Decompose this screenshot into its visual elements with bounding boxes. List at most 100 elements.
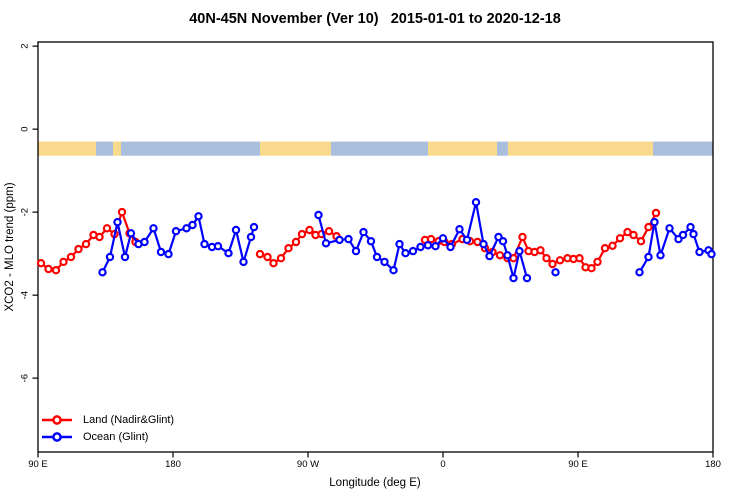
ocean-data-point bbox=[194, 212, 203, 221]
map-band-ocean-segment bbox=[653, 141, 713, 156]
ocean-data-point bbox=[423, 241, 433, 250]
map-band-land-segment bbox=[113, 141, 121, 156]
land-data-point bbox=[81, 239, 91, 249]
land-data-point bbox=[305, 225, 314, 235]
ocean-data-point bbox=[515, 246, 524, 256]
ocean-data-point bbox=[485, 251, 494, 261]
map-band-land-segment bbox=[507, 141, 654, 156]
ocean-data-point bbox=[105, 252, 115, 262]
ocean-data-point bbox=[551, 268, 560, 277]
ocean-data-point bbox=[479, 239, 488, 249]
ocean-data-point bbox=[249, 222, 259, 232]
ocean-data-point bbox=[416, 242, 425, 252]
land-data-point bbox=[59, 257, 68, 267]
ocean-data-point bbox=[471, 197, 481, 207]
ocean-data-point bbox=[372, 252, 382, 262]
map-band-ocean-segment bbox=[330, 141, 429, 156]
y-axis-label: XCO2 - MLO trend (ppm) bbox=[4, 182, 16, 311]
x-tick-label: 180 bbox=[165, 459, 181, 470]
ocean-data-point bbox=[635, 268, 644, 277]
land-data-point bbox=[600, 243, 610, 253]
ocean-data-point bbox=[239, 257, 248, 267]
ocean-data-point bbox=[522, 273, 532, 283]
ocean-data-point bbox=[351, 246, 361, 256]
x-tick-label: 90 E bbox=[568, 459, 588, 470]
land-data-point bbox=[66, 252, 76, 262]
ocean-data-point bbox=[213, 241, 223, 251]
ocean-data-point bbox=[246, 232, 256, 242]
map-band-ocean-segment bbox=[96, 141, 114, 156]
ocean-data-point bbox=[113, 217, 122, 227]
ocean-data-point bbox=[335, 235, 344, 245]
ocean-data-point bbox=[395, 239, 404, 249]
ocean-data-point bbox=[359, 227, 368, 237]
land-data-point bbox=[495, 251, 505, 260]
map-band-ocean-segment bbox=[497, 141, 508, 156]
map-band-land-segment bbox=[428, 141, 497, 156]
land-data-point bbox=[263, 252, 272, 262]
y-tick-label: -2 bbox=[20, 208, 31, 216]
ocean-data-point bbox=[686, 222, 695, 232]
map-band-land-segment bbox=[38, 141, 96, 156]
ocean-data-point bbox=[164, 249, 173, 259]
ocean-data-point bbox=[98, 268, 107, 277]
ocean-data-point bbox=[344, 234, 353, 244]
land-data-point bbox=[95, 232, 104, 242]
x-tick-label: 180 bbox=[705, 459, 721, 470]
ocean-data-point bbox=[380, 257, 389, 267]
land-data-point bbox=[518, 232, 527, 242]
ocean-data-point bbox=[689, 229, 698, 239]
land-data-point bbox=[587, 264, 596, 273]
land-data-point bbox=[44, 264, 53, 274]
land-data-point bbox=[651, 208, 661, 218]
ocean-data-point bbox=[314, 210, 323, 220]
ocean-data-point bbox=[498, 236, 508, 246]
ocean-data-point bbox=[389, 266, 398, 275]
ocean-data-point bbox=[224, 248, 233, 258]
ocean-data-point bbox=[431, 241, 440, 251]
ocean-data-point bbox=[140, 237, 149, 247]
ocean-data-point bbox=[678, 230, 688, 240]
ocean-data-point bbox=[650, 217, 659, 227]
land-data-point bbox=[36, 259, 46, 268]
y-tick-label: 2 bbox=[20, 44, 31, 49]
y-tick-label: -4 bbox=[20, 291, 31, 299]
ocean-data-point bbox=[401, 248, 410, 258]
land-data-point bbox=[615, 234, 625, 243]
land-data-point bbox=[575, 254, 584, 263]
land-series-marker-icon bbox=[42, 414, 72, 425]
land-data-point bbox=[102, 224, 112, 233]
y-tick-label: -6 bbox=[20, 374, 31, 382]
ocean-data-point bbox=[408, 246, 418, 256]
ocean-data-point bbox=[707, 249, 716, 259]
ocean-data-point bbox=[321, 239, 331, 248]
land-data-point bbox=[291, 237, 301, 247]
land-data-point bbox=[51, 266, 61, 275]
ocean-data-point bbox=[503, 251, 512, 260]
ocean-data-point bbox=[188, 220, 197, 230]
x-tick-label: 0 bbox=[440, 459, 445, 470]
x-tick-label: 90 W bbox=[297, 459, 319, 470]
land-data-point bbox=[426, 234, 436, 244]
ocean-data-point bbox=[695, 247, 704, 257]
land-data-point bbox=[269, 259, 278, 268]
legend-label-ocean: Ocean (Glint) bbox=[83, 430, 149, 443]
land-data-point bbox=[536, 246, 545, 255]
y-tick-label: 0 bbox=[20, 126, 31, 131]
land-data-point bbox=[608, 241, 617, 250]
chart-title: 40N-45N November (Ver 10) 2015-01-01 to … bbox=[189, 11, 561, 27]
land-data-point bbox=[636, 236, 646, 246]
ocean-data-point bbox=[149, 224, 158, 233]
ocean-data-point bbox=[462, 235, 472, 245]
legend-item-ocean: Ocean (Glint) bbox=[40, 428, 174, 445]
plot-frame bbox=[37, 41, 714, 453]
ocean-data-point bbox=[366, 236, 376, 246]
ocean-data-point bbox=[509, 273, 518, 283]
ocean-data-point bbox=[200, 239, 209, 249]
legend-item-land: Land (Nadir&Glint) bbox=[40, 411, 174, 428]
land-data-point bbox=[255, 249, 265, 259]
ocean-data-point bbox=[665, 224, 674, 233]
ocean-data-point bbox=[446, 242, 455, 252]
x-axis-label: Longitude (deg E) bbox=[329, 477, 421, 489]
